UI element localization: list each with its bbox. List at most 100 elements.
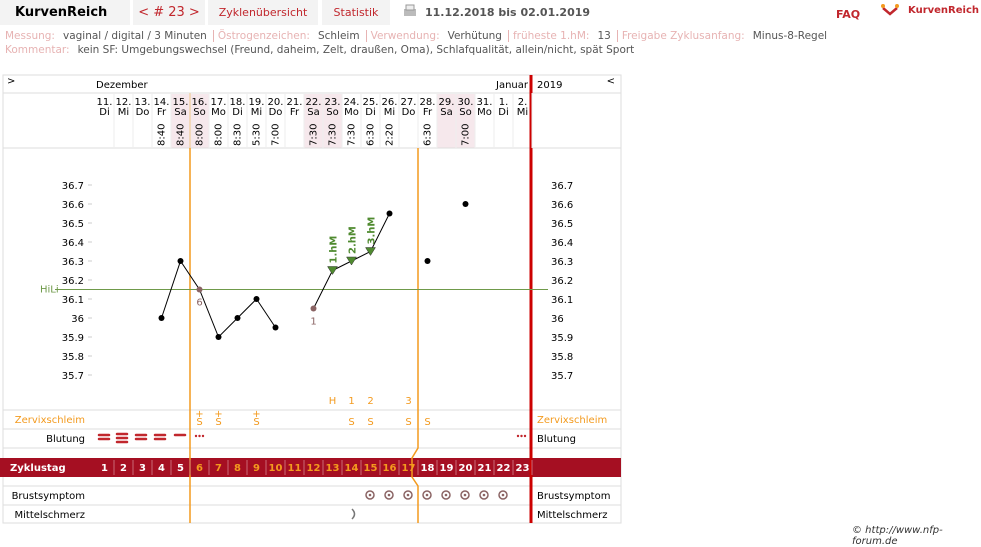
y-tick-label: 36.3 xyxy=(62,257,84,268)
evaluation-label: 1 xyxy=(348,396,354,407)
zervix-mark: S xyxy=(424,417,430,428)
day-label: 17. xyxy=(211,97,227,108)
day-label: 24. xyxy=(344,97,360,108)
time-label: 6:30 xyxy=(423,124,434,146)
day-label: 25. xyxy=(363,97,379,108)
weekday-label: Di xyxy=(232,107,242,118)
temperature-point xyxy=(424,258,431,264)
temperature-point xyxy=(177,258,184,264)
day-label: 28. xyxy=(420,97,436,108)
tab[interactable]: Zyklenübersicht xyxy=(208,0,318,25)
y-tick-label: 35.7 xyxy=(551,371,573,382)
y-tick-label: 36.4 xyxy=(551,238,573,249)
brand[interactable] xyxy=(880,0,980,25)
cycle-day: 11 xyxy=(288,463,302,474)
day-label: 31. xyxy=(477,97,493,108)
cycle-day: 2 xyxy=(120,463,127,474)
day-label: 14. xyxy=(154,97,170,108)
y-tick-label: 35.7 xyxy=(62,371,84,382)
row-label: Brustsymptom xyxy=(537,491,610,502)
cycle-day-band xyxy=(0,458,621,477)
day-label: 1. xyxy=(499,97,509,108)
brand-icon xyxy=(881,4,899,16)
row-label: Zyklustag xyxy=(10,463,66,474)
day-label: 15. xyxy=(173,97,189,108)
coverline-label: HiLi xyxy=(40,285,59,296)
evaluation-label: H xyxy=(329,396,337,407)
day-label: 18. xyxy=(230,97,246,108)
comment-line: Kommentar: kein SF: Umgebungswechsel (Fre… xyxy=(5,44,640,56)
cycle-day: 6 xyxy=(196,463,203,474)
top-bar: KurvenReich < # 23 > Zyklenübersicht Sta… xyxy=(0,0,981,25)
zervix-plus: + xyxy=(214,409,222,420)
temperature-point xyxy=(234,315,241,321)
tab[interactable]: Statistik xyxy=(322,0,390,25)
printer[interactable] xyxy=(402,0,418,25)
weekday-label: Sa xyxy=(174,107,186,118)
temperature-point xyxy=(253,296,260,302)
temperature-point xyxy=(215,334,222,340)
info-value: Minus-8-Regel xyxy=(752,30,828,42)
y-tick-label: 35.9 xyxy=(62,333,84,344)
print-icon[interactable] xyxy=(402,0,418,25)
y-tick-label: 36.1 xyxy=(62,295,84,306)
weekday-label: Fr xyxy=(423,107,433,118)
date-range: 11.12.2018 bis 02.01.2019 xyxy=(425,6,591,19)
logo[interactable]: KurvenReich xyxy=(0,0,130,25)
time-label: 8:40 xyxy=(157,124,168,146)
hm-label: 3.hM xyxy=(367,217,378,245)
row-label: Mittelschmerz xyxy=(15,510,85,521)
weekday-label: Do xyxy=(402,107,416,118)
weekend-shade xyxy=(456,94,475,148)
day-label: 27. xyxy=(401,97,417,108)
brand-text[interactable]: KurvenReich xyxy=(908,5,980,16)
day-label: 16. xyxy=(192,97,208,108)
info-label: Östrogenzeichen: xyxy=(217,30,310,42)
y-tick-label: 35.9 xyxy=(551,333,573,344)
y-tick-label: 36 xyxy=(71,314,84,325)
day-label: 11. xyxy=(97,97,113,108)
y-tick-label: 36.7 xyxy=(551,181,573,192)
time-label: 7:00 xyxy=(271,124,282,146)
cycle-day: 16 xyxy=(383,463,397,474)
info-label: Messung: xyxy=(5,30,55,42)
cycle-nav[interactable]: < # 23 > xyxy=(133,0,205,25)
weekday-label: Mi xyxy=(251,107,262,118)
y-tick-label: 35.8 xyxy=(551,352,573,363)
info-label: Verwendung: xyxy=(370,30,440,42)
day-label: 26. xyxy=(382,97,398,108)
y-tick-label: 36.5 xyxy=(551,219,573,230)
comment: kein SF: Umgebungswechsel (Freund, dahei… xyxy=(77,44,635,56)
zervix-mark: S xyxy=(405,417,411,428)
hm-marker xyxy=(327,266,338,275)
cycle-day: 23 xyxy=(516,463,530,474)
faq-link[interactable]: FAQ xyxy=(836,8,861,21)
cycle-day: 14 xyxy=(345,463,359,474)
weekday-label: Di xyxy=(498,107,508,118)
row-label: Blutung xyxy=(46,434,85,445)
breast-symptom-dots xyxy=(368,493,505,497)
weekend-shade xyxy=(304,94,323,148)
info-value: vaginal / digital / 3 Minuten xyxy=(62,30,207,42)
mittelschmerz-icon xyxy=(351,508,356,520)
nav-right[interactable]: < xyxy=(607,76,615,87)
weekday-label: Do xyxy=(136,107,150,118)
comment-label: Kommentar: xyxy=(5,44,70,56)
time-label: 7:30 xyxy=(328,124,339,146)
weekday-label: Sa xyxy=(440,107,452,118)
cycle-day: 21 xyxy=(478,463,492,474)
chart-frame xyxy=(2,74,622,524)
nav-left[interactable]: > xyxy=(7,76,15,87)
cycle-day: 5 xyxy=(177,463,184,474)
day-label: 2. xyxy=(518,97,528,108)
month: Dezember xyxy=(96,80,148,91)
footer: © http://www.nfp-forum.de xyxy=(852,525,943,547)
weekday-label: Mo xyxy=(344,107,359,118)
y-tick-label: 36.7 xyxy=(62,181,84,192)
zervix-mark: S xyxy=(348,417,354,428)
weekday-label: So xyxy=(326,107,338,118)
row-label: Mittelschmerz xyxy=(537,510,607,521)
bleeding-icons xyxy=(97,432,187,444)
info-line: Messung: vaginal / digital / 3 Minuten Öst… xyxy=(5,30,833,42)
